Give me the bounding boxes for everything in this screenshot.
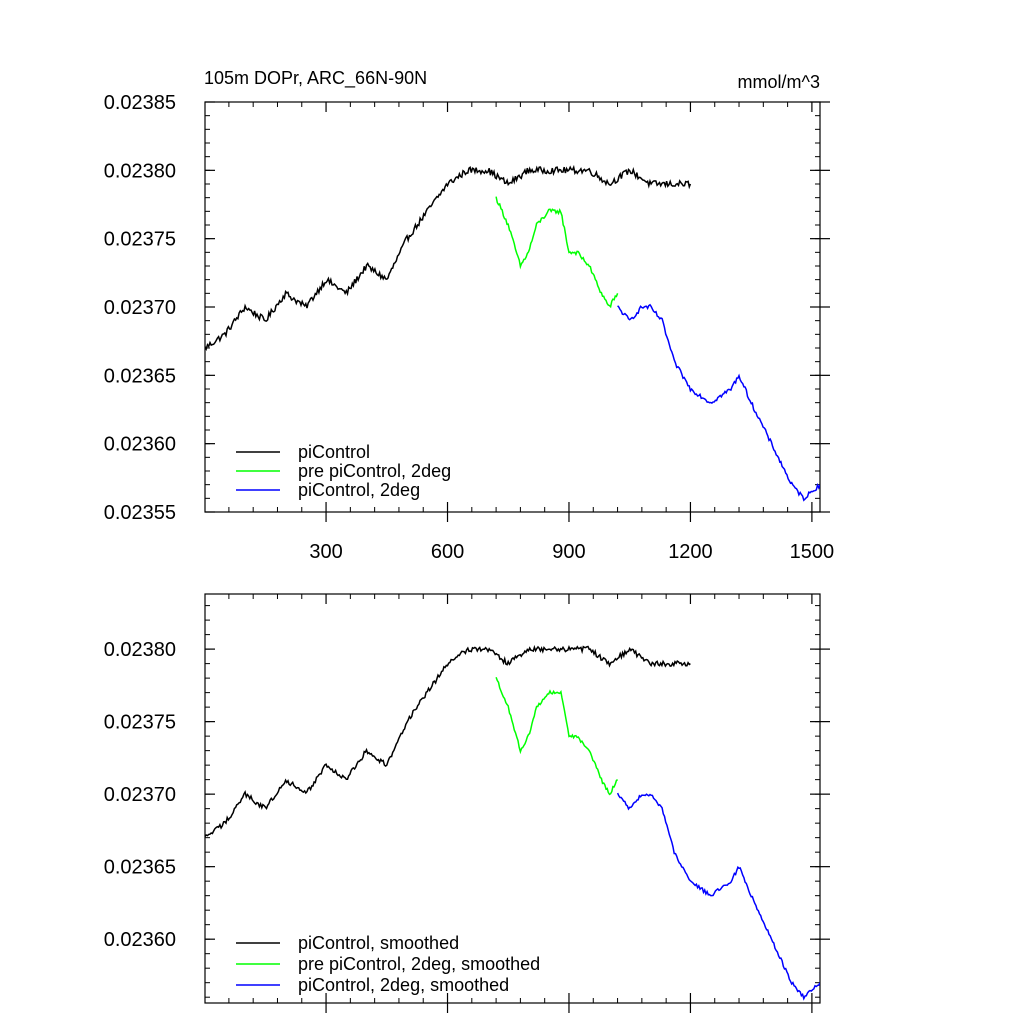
series-line [495, 676, 619, 796]
x-tick-label: 600 [431, 541, 464, 563]
y-tick-label: 0.02375 [104, 712, 176, 734]
y-tick-label: 0.02355 [104, 502, 176, 524]
y-tick-label: 0.02370 [104, 297, 176, 319]
y-tick-label: 0.02370 [104, 784, 176, 806]
chart-title: 105m DOPr, ARC_66N-90N [204, 68, 427, 89]
y-tick-label: 0.02360 [104, 434, 176, 456]
y-tick-label: 0.02380 [104, 160, 176, 182]
x-tick-label: 1200 [668, 541, 713, 563]
y-tick-label: 0.02360 [104, 929, 176, 951]
plot-frame [204, 593, 821, 1004]
series-line [495, 196, 619, 309]
legend-label: pre piControl, 2deg [298, 461, 451, 481]
x-tick-label: 900 [552, 541, 585, 563]
y-tick-label: 0.02385 [104, 92, 176, 114]
x-tick-label: 300 [309, 541, 342, 563]
series-line [205, 164, 692, 352]
series-line [205, 644, 691, 837]
y-tick-label: 0.02380 [104, 639, 176, 661]
y-tick-label: 0.02365 [104, 857, 176, 879]
series-line [617, 303, 820, 502]
legend-label: piControl, 2deg [298, 480, 420, 500]
y-tick-label: 0.02365 [104, 365, 176, 387]
x-tick-label: 1500 [790, 541, 835, 563]
units-label: mmol/m^3 [738, 72, 820, 92]
series-line [616, 792, 820, 1001]
legend-label: pre piControl, 2deg, smoothed [298, 954, 540, 974]
top-panel: 105m DOPr, ARC_66N-90N mmol/m^3 300 600 90… [104, 68, 834, 563]
y-tick-label: 0.02375 [104, 229, 176, 251]
legend-label: piControl [298, 442, 370, 462]
legend-label: piControl, smoothed [298, 933, 459, 953]
bottom-panel: 0.02360 0.02365 0.02370 0.02375 0.02380 piCon… [104, 593, 830, 1013]
legend-label: piControl, 2deg, smoothed [298, 975, 509, 995]
